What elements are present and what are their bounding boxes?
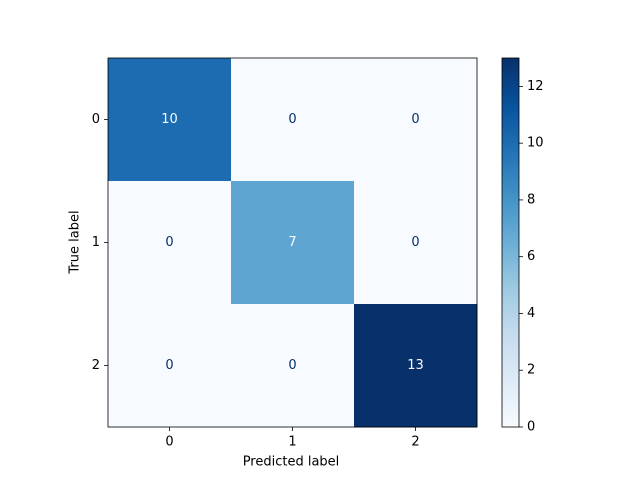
- colorbar-tick-label: 4: [527, 306, 535, 321]
- heatmap-cell: [231, 304, 355, 428]
- cell-label: 0: [288, 358, 296, 373]
- colorbar: [501, 57, 520, 428]
- colorbar-tick-label: 0: [527, 420, 535, 435]
- cell-label: 0: [165, 358, 173, 373]
- colorbar-tick-label: 8: [527, 192, 535, 207]
- heatmap-cell: [108, 58, 232, 182]
- x-tick-label: 2: [411, 435, 419, 450]
- y-tick-label: 0: [92, 112, 100, 127]
- x-axis-label: Predicted label: [243, 455, 340, 470]
- colorbar-tick-label: 12: [527, 79, 544, 94]
- cell-label: 7: [288, 235, 296, 250]
- y-tick-label: 1: [92, 235, 100, 250]
- heatmap-cell: [231, 181, 355, 305]
- cell-label: 0: [165, 235, 173, 250]
- colorbar-tick-label: 2: [527, 363, 535, 378]
- heatmap-cell: [108, 304, 232, 428]
- heatmap-cell: [354, 304, 478, 428]
- y-axis-label: True label: [68, 210, 83, 274]
- colorbar-tick-label: 6: [527, 249, 535, 264]
- cell-label: 0: [411, 235, 419, 250]
- heatmap-cell: [354, 58, 478, 182]
- colorbar-tick-label: 10: [527, 136, 544, 151]
- cell-label: 13: [407, 358, 424, 373]
- heatmap-cell: [108, 181, 232, 305]
- cell-label: 0: [288, 112, 296, 127]
- heatmap-cell: [231, 58, 355, 182]
- cell-label: 10: [161, 112, 178, 127]
- heatmap-cell: [354, 181, 478, 305]
- y-tick-label: 2: [92, 358, 100, 373]
- cell-label: 0: [411, 112, 419, 127]
- x-tick-label: 0: [165, 435, 173, 450]
- x-tick-label: 1: [288, 435, 296, 450]
